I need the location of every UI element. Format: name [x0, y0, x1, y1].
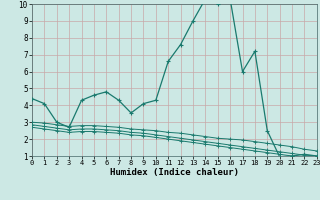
X-axis label: Humidex (Indice chaleur): Humidex (Indice chaleur) [110, 168, 239, 177]
